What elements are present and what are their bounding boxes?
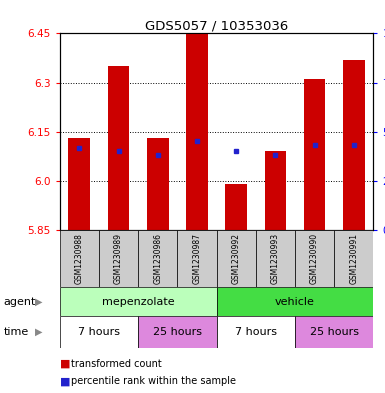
Text: 7 hours: 7 hours <box>78 327 120 337</box>
Text: 25 hours: 25 hours <box>153 327 202 337</box>
Bar <box>216 230 256 287</box>
Bar <box>264 151 286 230</box>
Text: GSM1230993: GSM1230993 <box>271 233 280 284</box>
Bar <box>216 287 373 316</box>
Bar <box>343 60 365 230</box>
Bar <box>295 230 334 287</box>
Text: 7 hours: 7 hours <box>235 327 277 337</box>
Bar <box>99 230 138 287</box>
Text: mepenzolate: mepenzolate <box>102 297 174 307</box>
Bar <box>69 138 90 230</box>
Text: transformed count: transformed count <box>71 358 162 369</box>
Bar <box>138 230 177 287</box>
Text: GSM1230988: GSM1230988 <box>75 233 84 284</box>
Bar <box>60 316 138 348</box>
Bar <box>60 230 99 287</box>
Text: GSM1230986: GSM1230986 <box>153 233 162 284</box>
Text: ■: ■ <box>60 358 70 369</box>
Bar <box>147 138 169 230</box>
Bar <box>225 184 247 230</box>
Text: GSM1230992: GSM1230992 <box>232 233 241 284</box>
Bar <box>60 287 216 316</box>
Text: time: time <box>4 327 29 337</box>
Bar <box>138 316 216 348</box>
Text: ▶: ▶ <box>35 327 42 337</box>
Bar <box>256 230 295 287</box>
Text: GSM1230990: GSM1230990 <box>310 233 319 284</box>
Bar <box>216 316 295 348</box>
Text: GSM1230991: GSM1230991 <box>349 233 358 284</box>
Bar <box>108 66 129 230</box>
Bar <box>177 230 216 287</box>
Bar <box>295 316 373 348</box>
Title: GDS5057 / 10353036: GDS5057 / 10353036 <box>145 19 288 32</box>
Bar <box>334 230 373 287</box>
Text: percentile rank within the sample: percentile rank within the sample <box>71 376 236 386</box>
Text: ■: ■ <box>60 376 70 386</box>
Text: GSM1230989: GSM1230989 <box>114 233 123 284</box>
Bar <box>304 79 325 230</box>
Text: 25 hours: 25 hours <box>310 327 359 337</box>
Text: ▶: ▶ <box>35 297 42 307</box>
Text: vehicle: vehicle <box>275 297 315 307</box>
Bar <box>186 33 208 230</box>
Text: GSM1230987: GSM1230987 <box>192 233 201 284</box>
Text: agent: agent <box>4 297 36 307</box>
